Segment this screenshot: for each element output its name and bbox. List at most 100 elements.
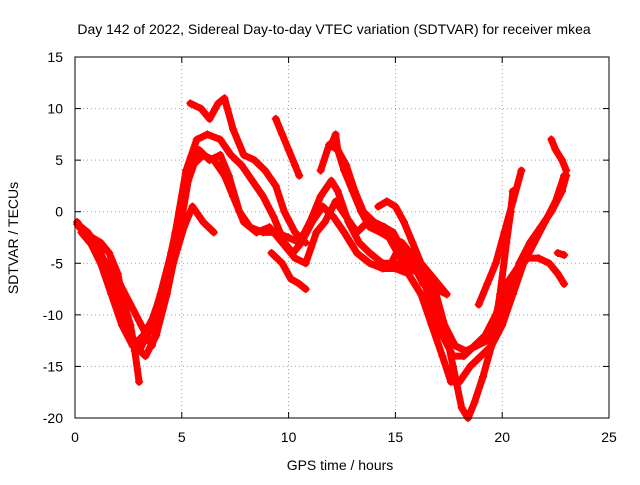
series-track-14: [547, 135, 571, 175]
data-point-marker: [291, 228, 300, 237]
y-tick-label: -15: [43, 358, 63, 374]
data-point-marker: [508, 197, 517, 206]
data-point-marker: [391, 202, 400, 211]
series-track: [547, 136, 570, 174]
data-point-marker: [203, 130, 212, 139]
data-point-marker: [188, 202, 197, 211]
data-point-marker: [525, 238, 534, 247]
data-point-marker: [267, 248, 276, 257]
data-point-marker: [457, 403, 466, 412]
data-point-marker: [229, 125, 238, 134]
data-point-marker: [547, 135, 556, 144]
x-tick-label: 10: [281, 429, 297, 445]
data-point-marker: [77, 223, 86, 232]
data-point-marker: [434, 279, 443, 288]
data-point-marker: [265, 223, 274, 232]
data-point-marker: [470, 398, 479, 407]
data-point-marker: [491, 259, 500, 268]
data-point-marker: [466, 362, 475, 371]
data-point-marker: [399, 218, 408, 227]
data-point-marker: [258, 192, 267, 201]
data-point-marker: [438, 352, 447, 361]
data-point-marker: [320, 218, 329, 227]
data-point-marker: [278, 259, 287, 268]
data-point-marker: [476, 352, 485, 361]
data-point-marker: [291, 254, 300, 263]
data-point-marker: [378, 264, 387, 273]
axis-ticks: 0 5 10 15 20 25 -20 -15 -10 -5 0 5 10 15: [43, 49, 617, 445]
data-point-marker: [517, 166, 526, 175]
data-point-marker: [316, 192, 325, 201]
series-track-7: [271, 114, 304, 180]
y-tick-label: -5: [51, 255, 64, 271]
data-point-marker: [179, 223, 188, 232]
data-point-marker: [391, 264, 400, 273]
data-point-marker: [449, 362, 458, 371]
x-axis-label: GPS time / hours: [287, 457, 394, 473]
data-point-marker: [220, 171, 229, 180]
data-point-marker: [348, 187, 357, 196]
data-point-marker: [250, 156, 259, 165]
x-tick-label: 25: [601, 429, 617, 445]
data-point-marker: [216, 135, 225, 144]
data-point-marker: [365, 259, 374, 268]
data-point-marker: [547, 207, 556, 216]
data-point-marker: [239, 150, 248, 159]
data-point-marker: [205, 114, 214, 123]
data-point-marker: [431, 290, 440, 299]
series-track-8: [267, 248, 310, 294]
data-point-marker: [278, 130, 287, 139]
x-tick-label: 15: [388, 429, 404, 445]
data-point-marker: [560, 251, 569, 260]
data-point-marker: [96, 238, 105, 247]
y-tick-label: 15: [47, 49, 63, 65]
data-point-marker: [214, 99, 223, 108]
data-point-marker: [158, 305, 167, 314]
data-point-marker: [105, 248, 114, 257]
data-point-marker: [130, 346, 139, 355]
data-point-marker: [382, 197, 391, 206]
data-point-marker: [308, 218, 317, 227]
data-point-marker: [515, 259, 524, 268]
data-point-marker: [278, 238, 287, 247]
data-point-marker: [209, 156, 218, 165]
data-point-marker: [352, 248, 361, 257]
data-point-marker: [269, 212, 278, 221]
data-point-marker: [280, 207, 289, 216]
data-point-marker: [186, 99, 195, 108]
data-point-marker: [551, 145, 560, 154]
plot-frame: [74, 56, 610, 419]
data-point-marker: [331, 197, 340, 206]
data-point-marker: [120, 300, 129, 309]
data-point-marker: [451, 341, 460, 350]
data-point-marker: [301, 259, 310, 268]
data-point-marker: [374, 202, 383, 211]
data-point-marker: [408, 238, 417, 247]
data-point-marker: [534, 254, 543, 263]
data-point-marker: [284, 145, 293, 154]
data-point-marker: [389, 228, 398, 237]
data-point-marker: [113, 269, 122, 278]
data-point-marker: [216, 150, 225, 159]
data-point-marker: [100, 269, 109, 278]
data-point-marker: [417, 290, 426, 299]
data-point-marker: [331, 130, 340, 139]
data-point-marker: [316, 166, 325, 175]
data-point-marker: [472, 341, 481, 350]
data-point-marker: [553, 269, 562, 278]
data-point-marker: [414, 259, 423, 268]
data-point-marker: [496, 290, 505, 299]
y-axis-label: SDTVAR / TECUs: [5, 182, 21, 294]
data-point-marker: [197, 104, 206, 113]
data-point-marker: [500, 228, 509, 237]
data-point-marker: [135, 377, 144, 386]
data-point-marker: [340, 166, 349, 175]
data-point-marker: [248, 176, 257, 185]
data-point-marker: [478, 372, 487, 381]
series-track-15: [553, 248, 569, 260]
data-point-marker: [271, 114, 280, 123]
data-point-marker: [312, 228, 321, 237]
data-point-marker: [536, 223, 545, 232]
data-point-marker: [147, 341, 156, 350]
data-point-marker: [237, 161, 246, 170]
